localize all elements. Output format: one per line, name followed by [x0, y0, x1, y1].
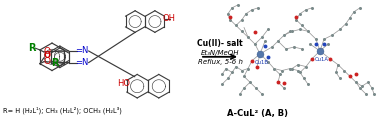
Text: OH: OH [163, 14, 175, 23]
Text: O: O [43, 47, 50, 56]
Text: =N: =N [75, 58, 88, 67]
Text: R= H (H₂L¹); CH₃ (H₂L²); OCH₃ (H₂L³): R= H (H₂L¹); CH₃ (H₂L²); OCH₃ (H₂L³) [3, 107, 122, 114]
Text: Cu1A: Cu1A [315, 57, 329, 62]
Text: A-CuL² (A, B): A-CuL² (A, B) [227, 109, 288, 118]
Text: O: O [43, 51, 50, 60]
Text: R: R [51, 58, 59, 68]
Text: R: R [28, 43, 36, 53]
Text: =N: =N [75, 46, 88, 55]
Text: Et₃N/MeOH: Et₃N/MeOH [201, 50, 239, 56]
Text: O: O [43, 57, 50, 66]
Text: Reflux, 5-6 h: Reflux, 5-6 h [197, 59, 243, 65]
Text: Cu1B: Cu1B [255, 60, 269, 65]
Text: Cu(II)- salt: Cu(II)- salt [197, 39, 243, 48]
Text: HO: HO [117, 79, 130, 88]
